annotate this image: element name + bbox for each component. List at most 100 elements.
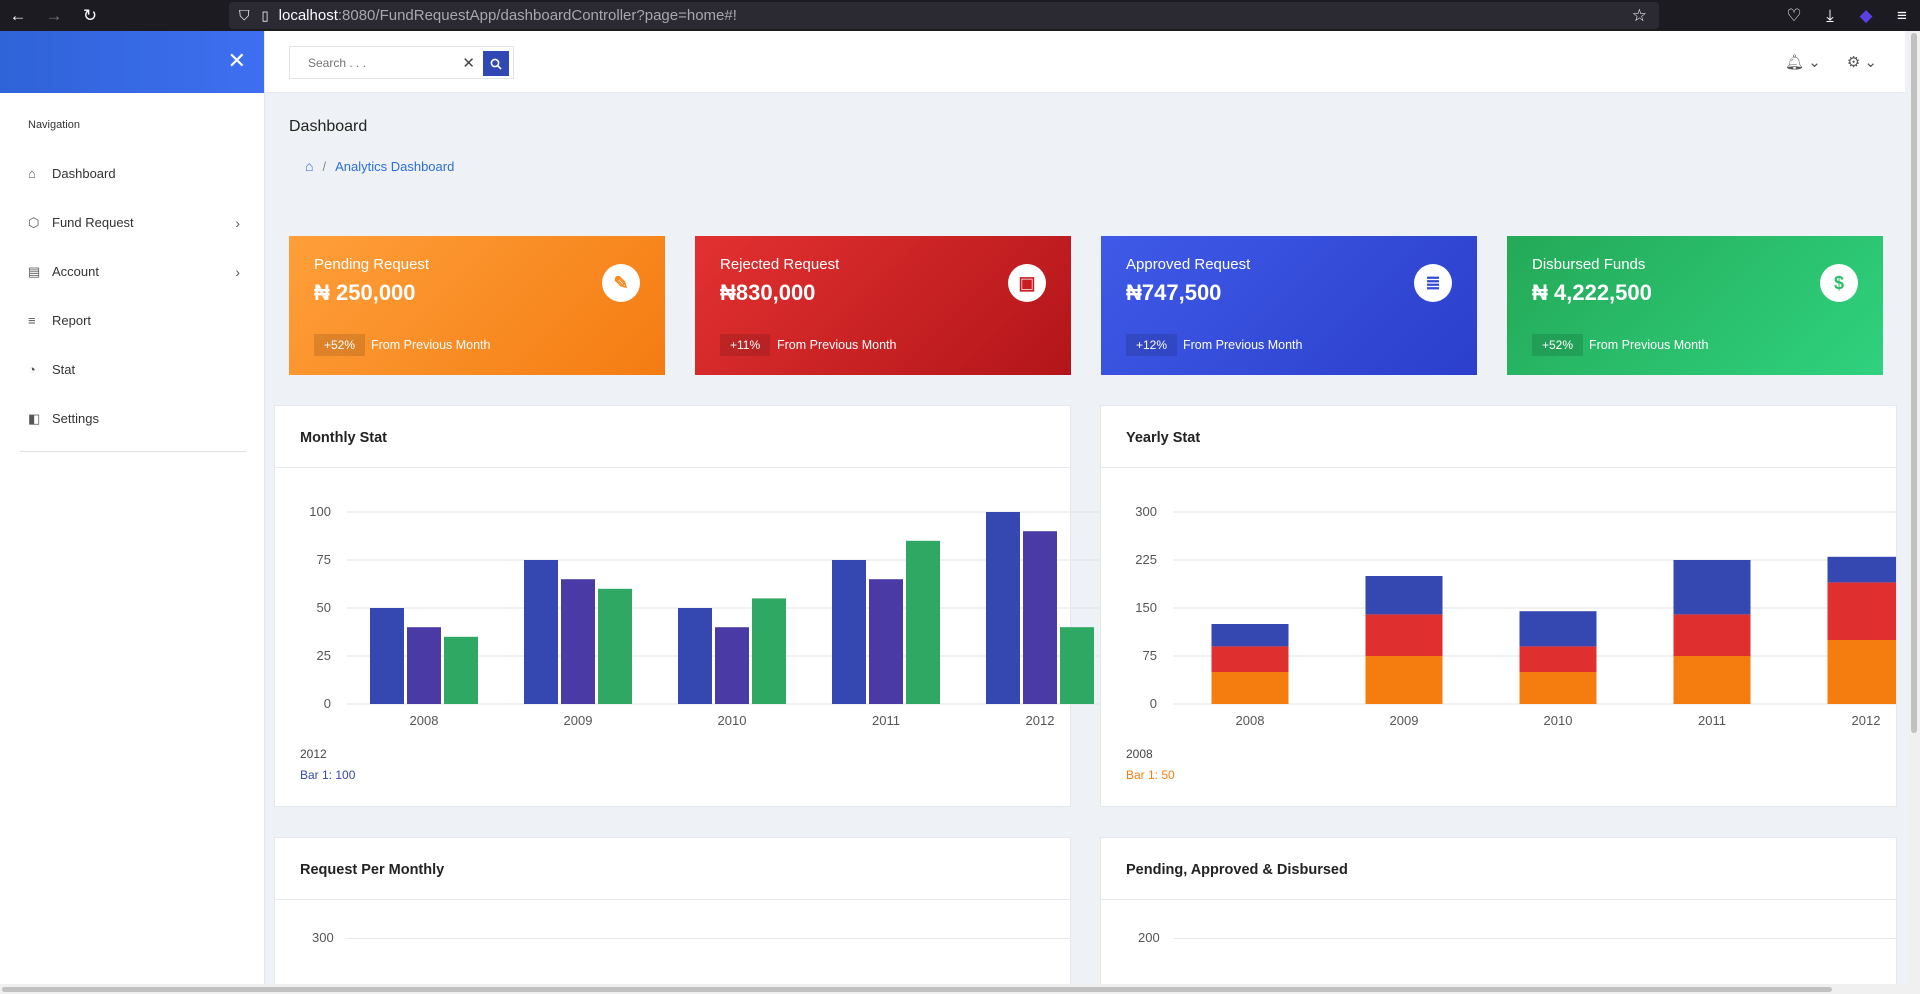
y-tick-label: 200	[1138, 930, 1160, 945]
x-tick-label: 2010	[718, 713, 747, 728]
sidebar-header: ✕	[0, 31, 264, 93]
monthly-stat-chart[interactable]: 0 25 50 75 100 2008 2009 2010 2011 2012	[275, 468, 1115, 743]
card-title: Pending Request	[314, 256, 430, 273]
monthly-stat-panel: Monthly Stat 0 25 50 75 100 2008 2009 2010 2011 2…	[274, 405, 1115, 807]
bar-segment	[1673, 656, 1751, 704]
page-title: Dashboard	[289, 118, 368, 135]
bar-segment	[1365, 576, 1443, 615]
sidebar-item-fund-request[interactable]: ⬡ Fund Request ›	[0, 198, 264, 247]
sidebar-item-account[interactable]: ▤ Account ›	[0, 247, 264, 296]
home-icon: ⌂	[28, 166, 36, 181]
shield-icon[interactable]: ⛉	[239, 7, 250, 23]
menu-icon[interactable]: ≡	[1897, 5, 1907, 25]
sidebar-item-stat[interactable]: ◔ Stat	[0, 345, 264, 394]
bar-segment	[1211, 672, 1289, 704]
y-tick-label: 150	[1135, 600, 1157, 615]
request-per-monthly-panel: Request Per Monthly 300	[274, 837, 1071, 994]
y-tick-label: 300	[312, 930, 334, 945]
horizontal-scrollbar[interactable]	[0, 984, 1908, 994]
list-icon: ≡	[28, 313, 36, 328]
bar	[407, 627, 441, 704]
back-icon[interactable]: ←	[9, 5, 27, 25]
bar-segment	[1365, 656, 1443, 704]
bar-segment	[1519, 672, 1597, 704]
card-badge: +52%	[1532, 334, 1584, 356]
card-title: Approved Request	[1126, 256, 1251, 273]
yearly-stat-chart[interactable]: 0 75 150 225 300 2008 2009 2010 2011 2012	[1101, 468, 1897, 743]
y-tick-label: 300	[1135, 504, 1157, 519]
chart-tooltip: 2008 Bar 1: 50	[1126, 744, 1175, 786]
close-icon[interactable]: ✕	[227, 48, 246, 73]
bar	[678, 608, 712, 704]
card-badge: +12%	[1126, 334, 1178, 356]
sidebar-item-dashboard[interactable]: ⌂ Dashboard	[0, 149, 264, 198]
sidebar-item-label: Report	[52, 313, 92, 328]
bar	[906, 540, 940, 704]
sidebar-item-settings[interactable]: ◧ Settings	[0, 394, 264, 443]
browser-toolbar: ← → ↻ ⛉ ▯ localhost:8080/FundRequestApp/…	[0, 0, 1920, 31]
sidebar-divider	[20, 451, 246, 452]
card-value: ₦ 4,222,500	[1532, 280, 1652, 305]
breadcrumb: ⌂ / Analytics Dashboard	[305, 158, 454, 174]
dollar-icon: $	[1820, 264, 1858, 302]
card-approved-request[interactable]: Approved Request ₦747,500 +12% From Prev…	[1101, 236, 1477, 375]
search-input[interactable]	[290, 55, 450, 70]
search-box: ✕	[289, 46, 514, 79]
settings-gear-icon[interactable]: ⚙︎ ⌄	[1846, 54, 1877, 71]
x-tick-label: 2009	[564, 713, 593, 728]
card-disbursed-funds[interactable]: Disbursed Funds ₦ 4,222,500 +52% From Pr…	[1507, 236, 1883, 375]
card-note: From Previous Month	[1589, 338, 1709, 352]
bar	[370, 608, 404, 704]
url-path: :8080/FundRequestApp/dashboardController…	[337, 7, 737, 24]
pocket-icon[interactable]: ♡	[1786, 5, 1802, 25]
scrollbar-thumb[interactable]	[2, 987, 1832, 992]
bar	[986, 512, 1020, 704]
y-tick-label: 75	[317, 552, 331, 567]
clear-icon[interactable]: ✕	[462, 55, 475, 72]
search-icon	[490, 58, 502, 70]
bar-segment	[1673, 560, 1751, 615]
panel-title: Request Per Monthly	[275, 838, 1070, 900]
bar-segment	[1519, 646, 1597, 672]
extension-icon[interactable]: ◆	[1859, 5, 1873, 25]
card-value: ₦747,500	[1126, 280, 1222, 305]
bar-segment	[1365, 614, 1443, 656]
bookmark-star-icon[interactable]: ☆	[1631, 6, 1647, 25]
y-tick-label: 25	[317, 648, 331, 663]
top-header: ✕ 🔔︎ ⌄ ⚙︎ ⌄	[265, 31, 1905, 93]
search-button[interactable]	[483, 51, 509, 76]
bar-segment	[1673, 614, 1751, 656]
tooltip-line: Bar 1: 50	[1126, 768, 1175, 782]
bar-segment	[1211, 624, 1289, 647]
breadcrumb-analytics-dashboard[interactable]: Analytics Dashboard	[335, 158, 455, 174]
bar-segment	[1519, 611, 1597, 647]
card-badge: +52%	[314, 334, 366, 356]
y-tick-label: 0	[324, 696, 331, 711]
notification-bell-icon[interactable]: 🔔︎ ⌄	[1785, 54, 1821, 71]
scrollbar-thumb[interactable]	[1911, 33, 1917, 733]
chevron-right-icon: ›	[235, 214, 240, 231]
card-note: From Previous Month	[777, 338, 897, 352]
card-rejected-request[interactable]: Rejected Request ₦830,000 +11% From Prev…	[695, 236, 1071, 375]
card-pending-request[interactable]: Pending Request ₦ 250,000 +52% From Prev…	[289, 236, 665, 375]
bar	[561, 579, 595, 704]
x-tick-label: 2011	[1698, 713, 1726, 728]
gridline	[347, 938, 1070, 939]
home-icon[interactable]: ⌂	[305, 158, 314, 174]
money-icon: ▣	[1008, 264, 1046, 302]
downloads-icon[interactable]: ⤓	[1826, 5, 1834, 25]
forward-icon[interactable]: →	[45, 5, 63, 25]
sidebar-item-report[interactable]: ≡ Report	[0, 296, 264, 345]
tooltip-title: 2012	[300, 747, 327, 761]
url-host: localhost	[278, 7, 338, 24]
x-tick-label: 2008	[410, 713, 439, 728]
stat-cards: Pending Request ₦ 250,000 +52% From Prev…	[289, 236, 1883, 375]
vertical-scrollbar[interactable]	[1908, 31, 1920, 994]
x-tick-label: 2008	[1236, 713, 1265, 728]
y-tick-label: 75	[1143, 648, 1157, 663]
address-bar[interactable]: ⛉ ▯ localhost:8080/FundRequestApp/dashbo…	[229, 2, 1659, 29]
card-value: ₦ 250,000	[314, 280, 416, 305]
tag-icon: ✎	[602, 264, 640, 302]
reload-icon[interactable]: ↻	[82, 5, 98, 25]
sidebar-menu: ⌂ Dashboard ⬡ Fund Request › ▤ Account › ≡ Report…	[0, 149, 264, 443]
